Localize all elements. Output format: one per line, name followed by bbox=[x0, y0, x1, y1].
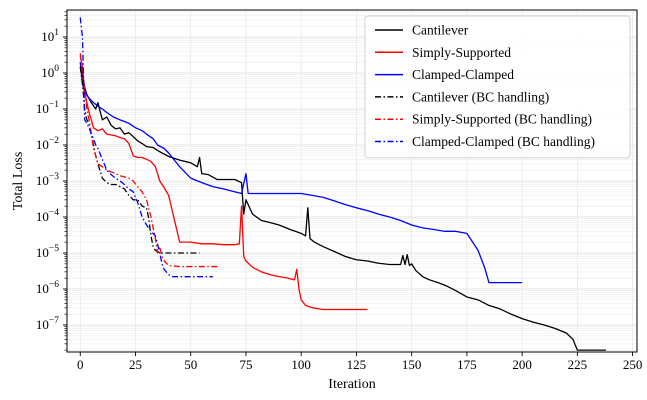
y-axis-label: Total Loss bbox=[11, 152, 26, 211]
legend-label-5: Simply-Supported (BC handling) bbox=[412, 112, 592, 127]
x-tick-label: 125 bbox=[347, 357, 367, 372]
y-tick-label: 10−6 bbox=[36, 280, 59, 296]
y-axis-ticks: 101 100 10−1 10−2 10−3 10−4 10−5 10−6 10−7 bbox=[36, 11, 67, 351]
legend-label-3: Clamped-Clamped bbox=[412, 67, 514, 82]
legend-label-2: Simply-Supported bbox=[412, 45, 511, 60]
legend-label-6: Clamped-Clamped (BC handling) bbox=[412, 134, 595, 149]
y-tick-label: 10−7 bbox=[36, 316, 59, 332]
x-tick-label: 75 bbox=[239, 357, 252, 372]
series-line-1 bbox=[79, 66, 607, 351]
legend-box bbox=[364, 15, 631, 159]
series-line-6 bbox=[79, 17, 213, 278]
y-tick-label: 10−2 bbox=[36, 136, 59, 152]
legend: Cantilever Simply-Supported Clamped-Clampe… bbox=[364, 15, 631, 159]
x-tick-label: 25 bbox=[129, 357, 142, 372]
y-tick-label: 10−3 bbox=[36, 172, 59, 188]
x-tick-label: 200 bbox=[512, 357, 532, 372]
legend-label-4: Cantilever (BC handling) bbox=[412, 89, 549, 104]
x-tick-label: 0 bbox=[77, 357, 84, 372]
x-tick-label: 150 bbox=[402, 357, 422, 372]
x-axis-label: Iteration bbox=[328, 377, 375, 392]
y-tick-label: 101 bbox=[41, 28, 59, 44]
series-line-3 bbox=[79, 62, 523, 284]
x-tick-label: 100 bbox=[291, 357, 311, 372]
series-line-2 bbox=[79, 55, 368, 311]
x-axis-ticks: 0 25 50 75 100 125 150 175 200 225 250 bbox=[77, 352, 642, 372]
x-tick-label: 175 bbox=[457, 357, 477, 372]
y-tick-label: 10−5 bbox=[36, 244, 59, 260]
x-tick-label: 250 bbox=[623, 357, 643, 372]
x-tick-label: 225 bbox=[568, 357, 588, 372]
y-tick-label: 10−4 bbox=[36, 208, 59, 224]
legend-label-1: Cantilever bbox=[412, 23, 469, 38]
y-tick-label: 10−1 bbox=[36, 100, 59, 116]
y-tick-label: 100 bbox=[41, 64, 59, 80]
x-tick-label: 50 bbox=[184, 357, 197, 372]
series-group bbox=[79, 17, 607, 351]
